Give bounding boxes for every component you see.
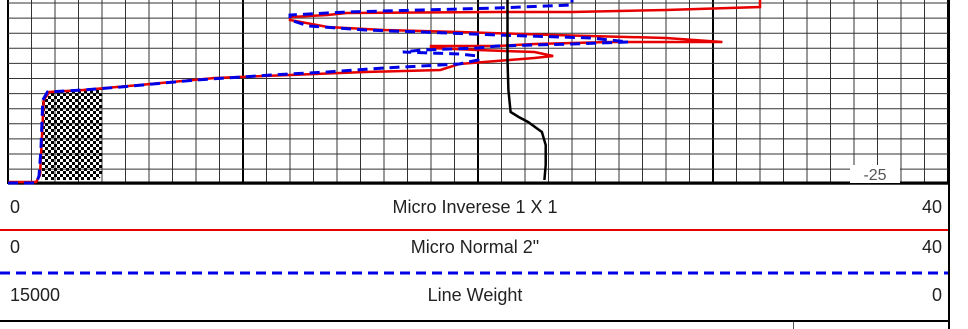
track-bottom-tick (793, 322, 794, 329)
scale-min: 0 (10, 237, 21, 257)
scale-row-micro-normal: 0 Micro Normal 2" 40 (0, 230, 950, 268)
series-layer (8, 0, 762, 185)
grid-lines (7, 0, 949, 185)
scale-min: 0 (10, 197, 21, 217)
depth-marker: -25 (850, 165, 900, 184)
track-right-border (948, 0, 950, 329)
scale-label: Micro Inverese 1 X 1 (392, 197, 558, 217)
separation-fill (41, 88, 102, 180)
series-line-2 (506, 0, 547, 181)
scale-max: 40 (921, 197, 942, 217)
scale-row-line-weight: 15000 Line Weight 0 (0, 278, 950, 316)
scale-max: 40 (921, 237, 942, 257)
series-line-0 (8, 0, 762, 184)
scale-row-micro-inverse: 0 Micro Inverese 1 X 1 40 (0, 190, 950, 228)
depth-label: -25 (863, 167, 886, 184)
scale-min: 15000 (10, 285, 61, 305)
scale-label: Micro Normal 2" (410, 237, 540, 257)
scale-max: 0 (931, 285, 942, 305)
scale-label: Line Weight (427, 285, 523, 305)
series-line-1 (8, 0, 629, 185)
